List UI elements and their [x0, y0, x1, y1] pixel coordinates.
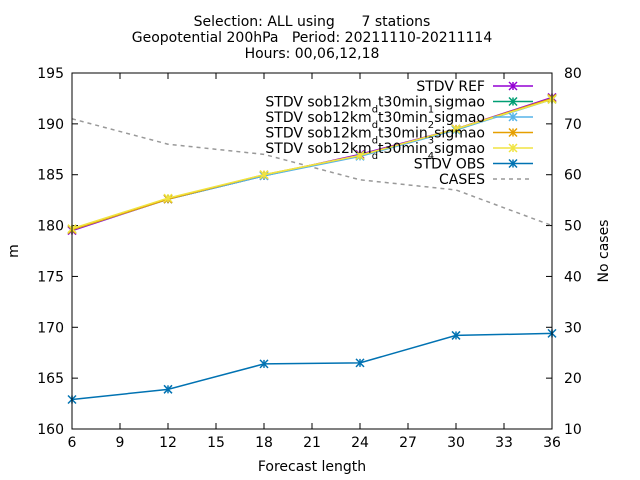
legend-label-5: STDV OBS [414, 157, 485, 173]
legend-marker-3 [508, 127, 518, 138]
legend-marker-4 [508, 143, 518, 153]
x-tick-label: 27 [399, 435, 417, 451]
legend-marker-5 [508, 158, 518, 169]
y2-tick-label: 50 [564, 219, 582, 235]
series-point-4 [355, 150, 365, 160]
legend-marker-2 [508, 112, 518, 122]
legend-label-0: STDV REF [416, 79, 485, 95]
y2-tick-label: 20 [564, 371, 582, 387]
x-tick-label: 15 [207, 435, 225, 451]
y-tick-label: 195 [37, 66, 64, 82]
x-tick-label: 9 [116, 435, 125, 451]
series-point-4 [163, 193, 173, 203]
series-line-5 [71, 332, 553, 401]
y2-tick-label: 10 [564, 422, 582, 438]
title-line-3: Hours: 00,06,12,18 [245, 46, 380, 62]
y-tick-label: 190 [37, 117, 64, 133]
y2-tick-label: 70 [564, 117, 582, 133]
legend-marker-0 [508, 81, 518, 91]
x-tick-label: 21 [303, 435, 321, 451]
x-tick-label: 24 [351, 435, 369, 451]
y-tick-label: 180 [37, 219, 64, 235]
y2-tick-label: 40 [564, 269, 582, 285]
legend-marker-1 [508, 96, 518, 107]
series-point-4 [451, 124, 461, 134]
series-point-5 [451, 330, 461, 340]
title-line-2: Geopotential 200hPa Period: 20211110-202… [132, 30, 493, 46]
legend-label-6: CASES [439, 172, 485, 188]
y2-axis-label: No cases [596, 220, 612, 283]
x-tick-label: 6 [68, 435, 77, 451]
x-tick-label: 18 [255, 435, 273, 451]
y-tick-label: 170 [37, 320, 64, 336]
y2-tick-label: 60 [564, 168, 582, 184]
y-tick-label: 160 [37, 422, 64, 438]
legend-label-2: STDV sob12kmdt30min2sigmao [265, 110, 485, 131]
x-tick-label: 36 [543, 435, 561, 451]
x-tick-label: 30 [447, 435, 465, 451]
legend-label-4: STDV sob12kmdt30min4sigmao [265, 141, 485, 162]
x-tick-label: 12 [159, 435, 177, 451]
axes: 6 9 12 15 18 21 24 27 30 33 36 160 165 170 175 180 185 19… [37, 66, 582, 451]
series-point-5 [355, 358, 365, 368]
series-line-4 [71, 98, 553, 230]
series-point-4 [259, 170, 269, 180]
plot-frame [71, 72, 553, 430]
chart-title: Selection: ALL using 7 stations Geopoten… [132, 14, 493, 62]
y-tick-label: 185 [37, 168, 64, 184]
series-point-5 [259, 359, 269, 369]
legend-label-3: STDV sob12kmdt30min3sigmao [265, 126, 485, 147]
series-point-5 [163, 384, 173, 394]
y2-tick-label: 30 [564, 320, 582, 336]
y-tick-label: 175 [37, 269, 64, 285]
series-line-6 [71, 118, 553, 227]
x-tick-label: 33 [495, 435, 513, 451]
x-axis-label: Forecast length [258, 459, 366, 475]
y2-tick-label: 80 [564, 66, 582, 82]
y-tick-label: 165 [37, 371, 64, 387]
title-line-1: Selection: ALL using 7 stations [194, 14, 431, 30]
y-axis-label: m [6, 244, 22, 258]
legend-label-1: STDV sob12kmdt30min1sigmao [265, 95, 485, 116]
